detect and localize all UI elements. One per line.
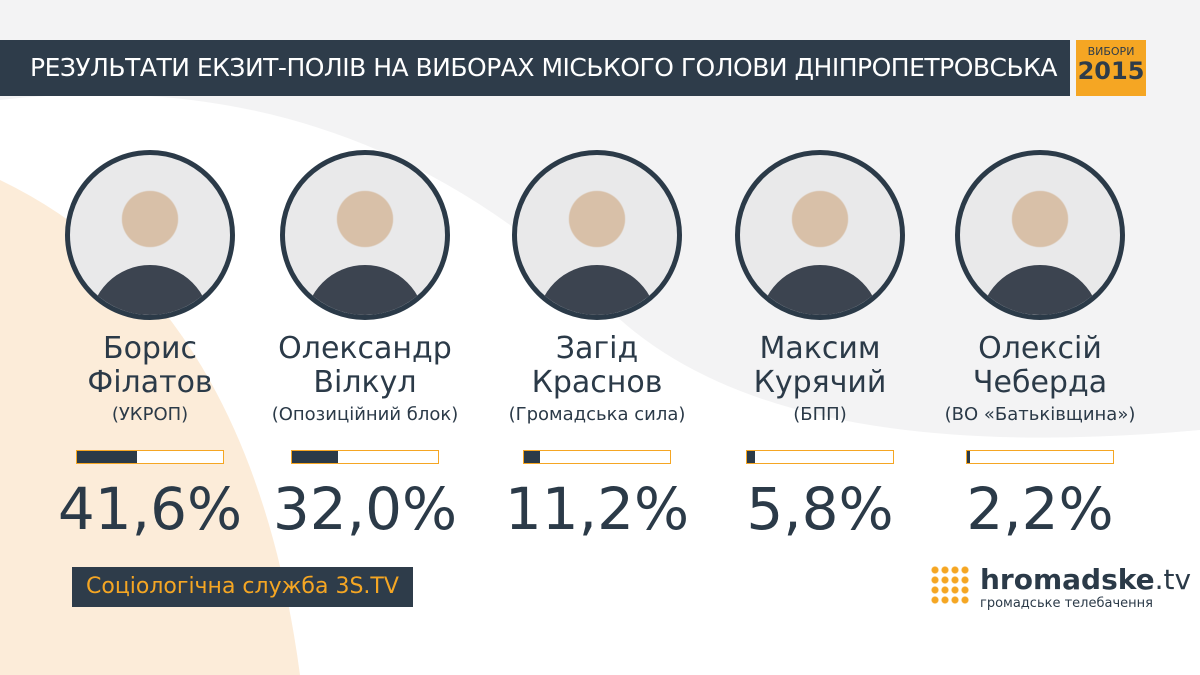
bar bbox=[292, 451, 339, 463]
photo bbox=[65, 150, 235, 320]
value-label: 2,2% bbox=[966, 475, 1114, 543]
logo-name: hromadske bbox=[980, 563, 1155, 596]
candidate-name: Загід Краснов bbox=[531, 331, 663, 400]
photo bbox=[735, 150, 905, 320]
candidate-name: Борис Філатов bbox=[87, 331, 213, 400]
value-label: 11,2% bbox=[504, 475, 690, 543]
candidate-name: Максим Курячий bbox=[753, 331, 887, 400]
badge: ВИБОРИ 2015 bbox=[1076, 40, 1146, 96]
badge-year: 2015 bbox=[1077, 57, 1145, 85]
candidate: Загід Краснов (Громадська сила) 11,2% bbox=[482, 150, 712, 550]
bar-track bbox=[746, 450, 894, 464]
value-label: 32,0% bbox=[272, 475, 458, 543]
logo-domain: .tv bbox=[1154, 563, 1192, 596]
logo-tagline: громадське телебачення bbox=[980, 596, 1153, 611]
bar-track bbox=[966, 450, 1114, 464]
party: (УКРОП) bbox=[111, 404, 189, 425]
photo bbox=[512, 150, 682, 320]
bar bbox=[524, 451, 541, 463]
candidate-name: Олексій Чеберда bbox=[972, 331, 1108, 400]
bar bbox=[77, 451, 138, 463]
party: (ВО «Батьківщина») bbox=[944, 404, 1136, 425]
title: РЕЗУЛЬТАТИ ЕКЗИТ-ПОЛІВ НА ВИБОРАХ МІСЬКО… bbox=[0, 40, 1070, 96]
party: (Опозиційний блок) bbox=[271, 404, 459, 425]
logo: hromadske.tv громадське телебачення bbox=[930, 563, 1191, 611]
badge-label: ВИБОРИ bbox=[1087, 45, 1135, 58]
source: Соціологічна служба 3S.TV bbox=[72, 567, 413, 607]
photo bbox=[280, 150, 450, 320]
candidate-name: Олександр Вілкул bbox=[278, 331, 452, 400]
value-label: 41,6% bbox=[57, 475, 243, 543]
bar-track bbox=[291, 450, 439, 464]
party: (БПП) bbox=[793, 404, 847, 425]
candidate: Максим Курячий (БПП) 5,8% bbox=[705, 150, 935, 550]
bar bbox=[747, 451, 756, 463]
logo-icon bbox=[930, 565, 970, 605]
bar bbox=[967, 451, 971, 463]
bar-track bbox=[76, 450, 224, 464]
bar-track bbox=[523, 450, 671, 464]
party: (Громадська сила) bbox=[508, 404, 686, 425]
candidate: Олександр Вілкул (Опозиційний блок) 32,0% bbox=[250, 150, 480, 550]
photo bbox=[955, 150, 1125, 320]
candidate: Олексій Чеберда (ВО «Батьківщина») 2,2% bbox=[925, 150, 1155, 550]
value-label: 5,8% bbox=[746, 475, 894, 543]
candidate: Борис Філатов (УКРОП) 41,6% bbox=[35, 150, 265, 550]
